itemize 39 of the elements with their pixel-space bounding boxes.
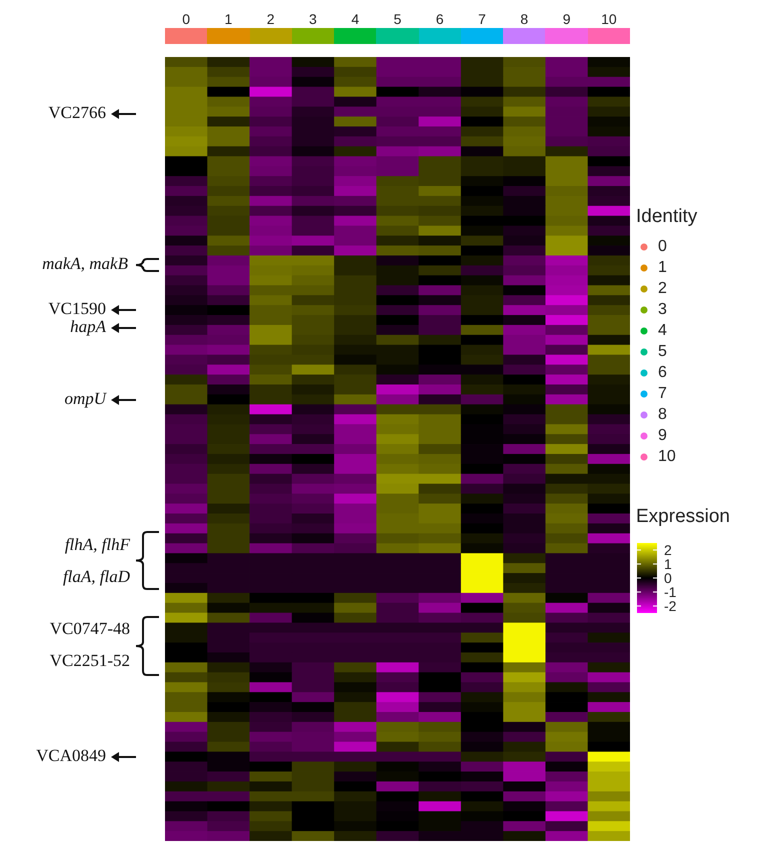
text: flhA, flhF (64, 535, 130, 555)
category-label: 3 (658, 300, 667, 318)
text: ompU (64, 389, 106, 409)
text: makA, makB (42, 254, 128, 274)
x-tick-label: 6 (436, 11, 444, 27)
category-label: 9 (658, 426, 667, 444)
x-tick-label: 3 (309, 11, 318, 27)
x-tick-label: 8 (520, 11, 528, 27)
x-tick-label: 0 (182, 11, 190, 27)
color-bar-label: -2 (664, 598, 677, 614)
category-label: 8 (658, 406, 667, 422)
text: VC1590 (48, 299, 106, 319)
category-label: 6 (658, 364, 667, 380)
x-tick-label: 9 (562, 11, 571, 27)
x-tick-label: 7 (478, 11, 486, 27)
x-tick-label: 5 (394, 11, 402, 27)
x-tick-label: 4 (351, 11, 360, 27)
text: VC2766 (48, 103, 106, 123)
x-tick-label: 1 (224, 11, 233, 27)
color-bar-label: -1 (664, 584, 677, 600)
text: flaA, flaD (62, 567, 130, 587)
text: VCA0849 (36, 746, 106, 766)
color-bar-title: Expression (636, 506, 730, 528)
category-label: 1 (658, 258, 667, 276)
text: hapA (70, 317, 106, 337)
color-bar-label: 2 (664, 542, 672, 558)
category-label: 0 (658, 238, 667, 254)
legend-title: Identity (636, 206, 698, 228)
x-tick-label: 2 (266, 11, 275, 27)
category-label: 5 (658, 342, 667, 360)
category-label: 4 (658, 322, 667, 338)
category-label: 7 (658, 384, 667, 402)
text: VC2251-52 (50, 651, 130, 671)
category-label: 2 (658, 280, 667, 296)
color-bar-label: 1 (664, 556, 672, 572)
category-label: 10 (658, 448, 676, 464)
color-bar-label: 0 (664, 570, 672, 586)
text: VC0747-48 (50, 619, 130, 639)
x-tick-label: 10 (601, 11, 617, 27)
